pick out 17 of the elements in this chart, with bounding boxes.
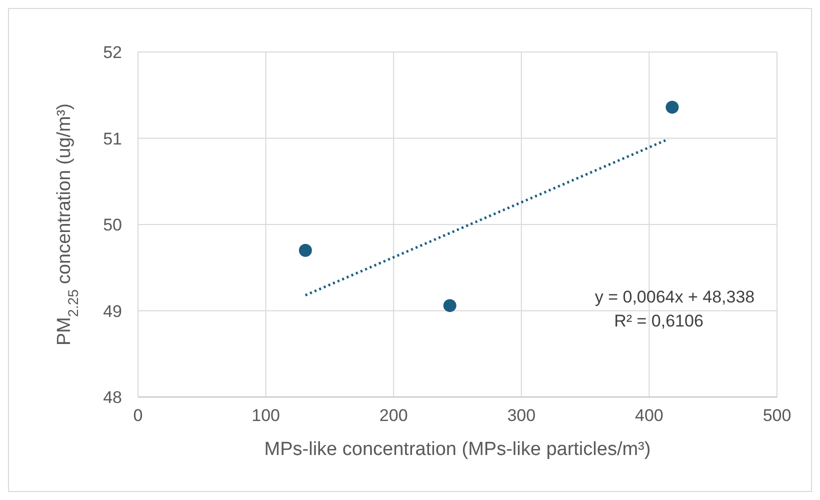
annotation: R² = 0,6106 — [614, 311, 704, 330]
point — [298, 244, 312, 257]
x-tick-label: 200 — [379, 406, 408, 425]
x-tick-label: 500 — [762, 406, 792, 425]
x-tick-label: 100 — [252, 406, 280, 425]
point — [666, 100, 679, 114]
x-axis-title: MPs-like concentration (MPs-like particles/m³) — [264, 439, 651, 460]
y-tick-label: 49 — [103, 302, 122, 321]
x-tick-label: 0 — [133, 406, 143, 425]
point — [443, 299, 456, 312]
x-tick-label: 300 — [507, 406, 536, 425]
y-tick-label: 50 — [103, 216, 122, 234]
annotation: y = 0,0064x + 48,338 — [594, 287, 755, 306]
y-tick-label: 48 — [103, 388, 122, 407]
y-tick-label: 51 — [103, 129, 122, 148]
y-tick-label: 52 — [103, 43, 122, 62]
x-tick-label: 400 — [635, 406, 664, 425]
